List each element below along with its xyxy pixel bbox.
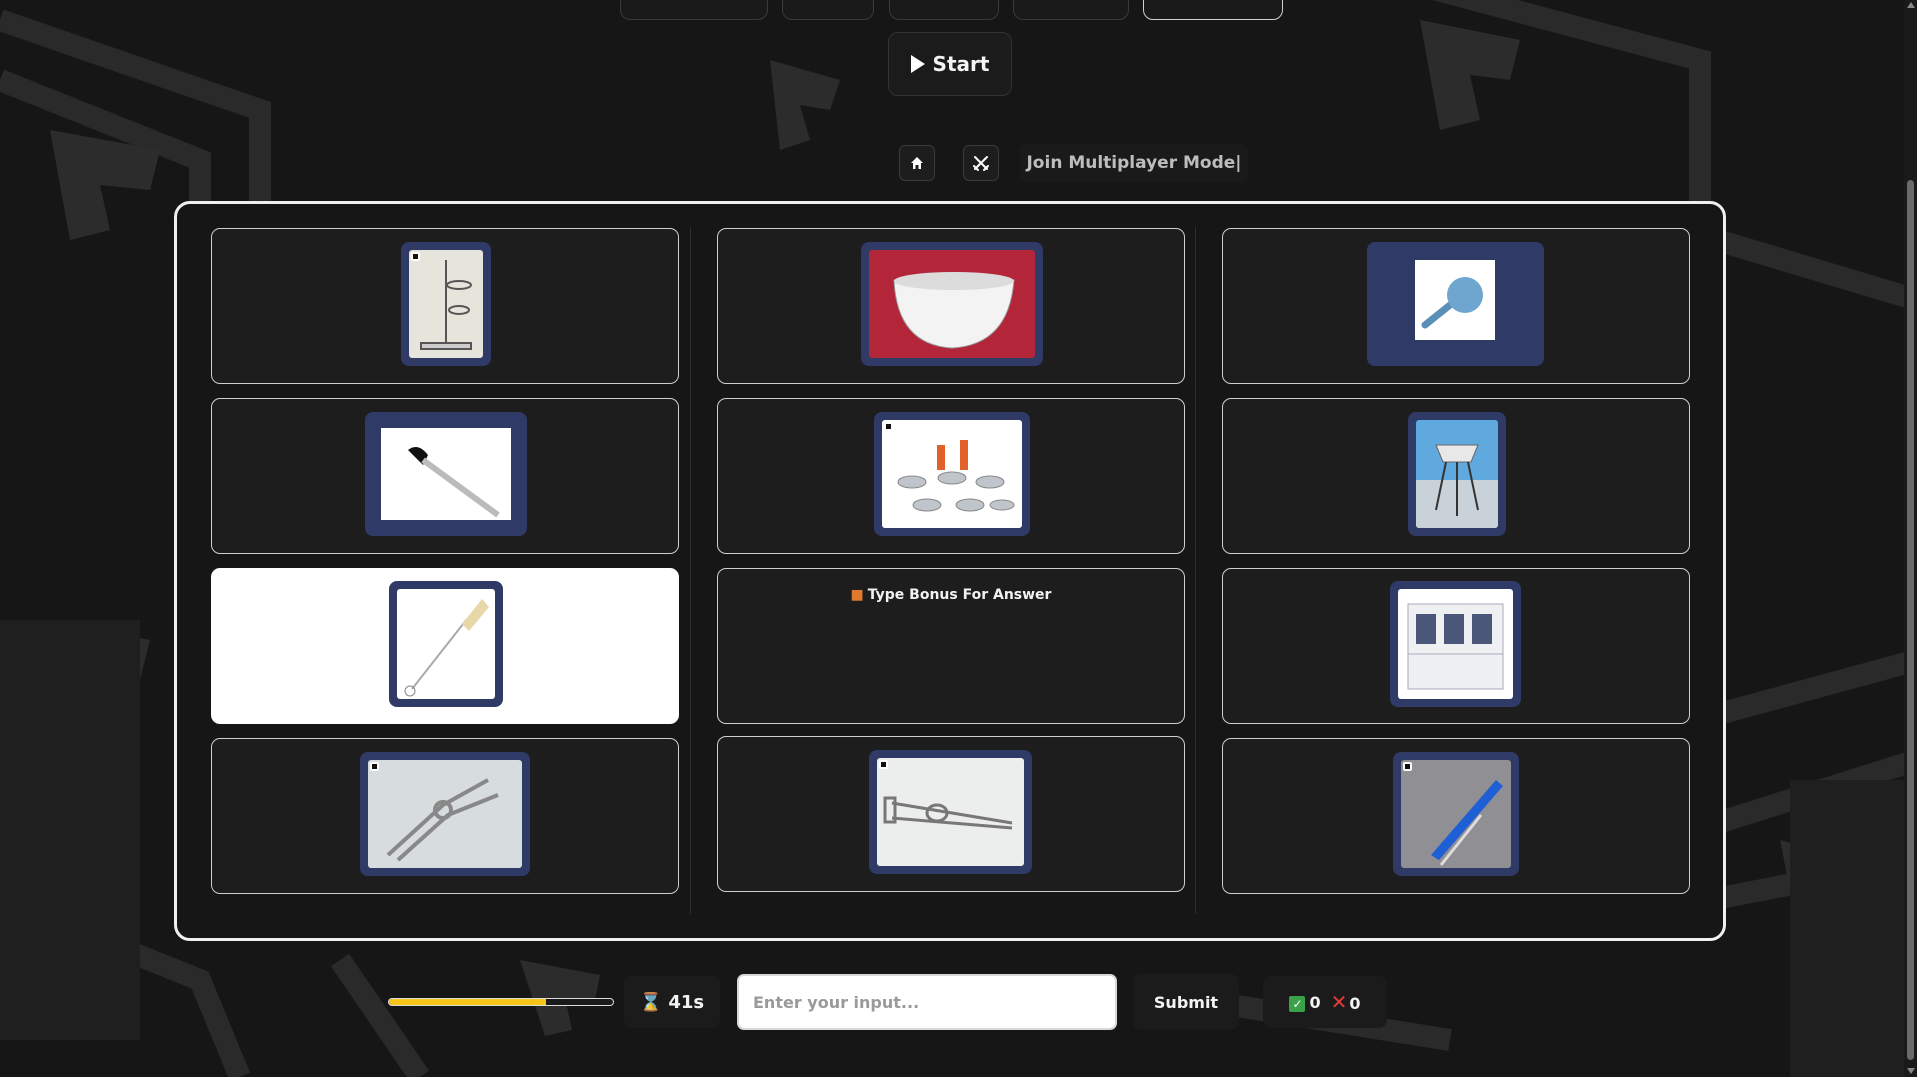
crucible-tongs-image	[877, 758, 1024, 866]
cross-icon: ✕	[1330, 990, 1348, 1014]
hooked-weights-image	[882, 420, 1022, 528]
card-image-frame	[360, 752, 530, 876]
hourglass-icon: ⌛	[639, 991, 663, 1013]
bonus-label: ■ Type Bonus For Answer	[718, 587, 1184, 603]
beaker-tongs-image	[368, 760, 522, 868]
battle-button[interactable]	[963, 145, 999, 181]
corner-marker	[879, 760, 888, 769]
corner-marker	[884, 422, 893, 431]
card-image-frame	[861, 242, 1043, 366]
page-scrollbar[interactable]	[1904, 0, 1917, 1077]
corner-marker	[411, 252, 420, 261]
scroll-up-icon[interactable]	[1907, 2, 1915, 8]
answer-card-beaker-tongs[interactable]	[211, 738, 679, 894]
answer-card-evaporating-dish[interactable]	[717, 228, 1185, 384]
card-image-frame	[389, 581, 503, 707]
card-image-frame	[1390, 581, 1521, 707]
top-tab-4[interactable]	[1013, 0, 1129, 20]
card-image-frame	[869, 750, 1032, 874]
corner-marker	[370, 762, 379, 771]
bonus-text: Type Bonus For Answer	[867, 587, 1052, 603]
wrong-count: 0	[1349, 994, 1361, 1013]
answer-card-storage-cabinet[interactable]	[1222, 568, 1690, 724]
home-button[interactable]	[899, 145, 935, 181]
test-tube-brush-image	[397, 589, 495, 699]
card-image-frame	[874, 412, 1030, 536]
card-image-frame	[401, 242, 491, 366]
card-image-frame	[1367, 242, 1544, 366]
top-tab-1[interactable]	[620, 0, 768, 20]
answer-card-pipette-bulb[interactable]	[1222, 228, 1690, 384]
time-progress-bar	[388, 998, 614, 1006]
time-progress-fill	[389, 999, 546, 1005]
timer-text: 41s	[668, 991, 705, 1013]
card-image-frame	[1393, 752, 1519, 876]
swords-icon	[973, 156, 989, 171]
top-tab-5[interactable]	[1143, 0, 1283, 20]
submit-button[interactable]: Submit	[1133, 974, 1239, 1030]
play-icon	[910, 55, 925, 73]
join-multiplayer-button[interactable]: Join Multiplayer Mode|	[1020, 144, 1248, 182]
dropper-image	[373, 420, 519, 528]
card-image-frame	[1408, 412, 1506, 536]
gift-icon: ■	[850, 587, 864, 603]
storage-cabinet-image	[1398, 589, 1513, 699]
correct-count: 0	[1309, 992, 1321, 1012]
answer-card-ring-stand[interactable]	[211, 228, 679, 384]
answer-card-test-tube-brush[interactable]	[211, 568, 679, 724]
answer-input[interactable]	[737, 974, 1117, 1030]
answer-card-scalpel[interactable]	[1222, 738, 1690, 894]
score-display: ✓ 0 ✕ 0	[1263, 976, 1387, 1028]
corner-marker	[1403, 762, 1412, 771]
evaporating-dish-image	[869, 250, 1035, 358]
home-icon	[911, 157, 923, 169]
answer-card-hooked-weights[interactable]	[717, 398, 1185, 554]
answer-card-wire-gauze-tripod[interactable]	[1222, 398, 1690, 554]
scalpel-image	[1401, 760, 1511, 868]
start-button[interactable]: Start	[888, 32, 1012, 96]
answer-card-dropper[interactable]	[211, 398, 679, 554]
column-divider	[690, 227, 691, 914]
answer-card-bonus[interactable]: ■ Type Bonus For Answer	[717, 568, 1185, 724]
column-divider	[1195, 227, 1196, 914]
top-tab-3[interactable]	[889, 0, 999, 20]
card-image-frame	[365, 412, 527, 536]
answer-card-crucible-tongs[interactable]	[717, 736, 1185, 892]
ring-stand-image	[409, 250, 483, 358]
start-label: Start	[932, 52, 990, 76]
submit-label: Submit	[1153, 992, 1219, 1012]
join-multiplayer-label: Join Multiplayer Mode|	[1026, 153, 1242, 173]
wire-gauze-tripod-image	[1416, 420, 1498, 528]
scrollbar-thumb[interactable]	[1907, 180, 1914, 1060]
timer: ⌛ 41s	[624, 976, 720, 1028]
top-tab-2[interactable]	[782, 0, 874, 20]
pipette-bulb-image	[1375, 250, 1536, 358]
scroll-down-icon[interactable]	[1907, 1068, 1915, 1074]
check-icon: ✓	[1289, 995, 1306, 1012]
